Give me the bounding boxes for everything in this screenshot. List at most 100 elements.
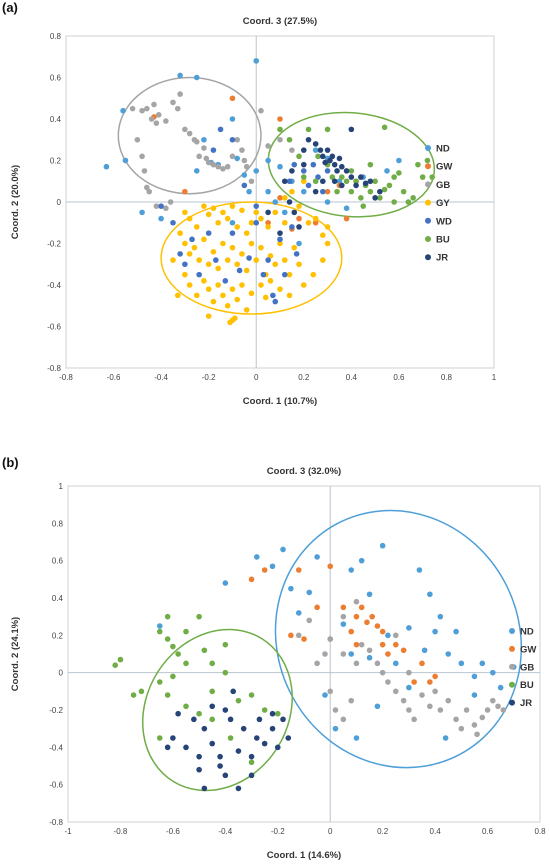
point-gb	[453, 716, 459, 723]
point-bu	[391, 199, 397, 205]
point-nd	[229, 116, 236, 122]
point-bu	[112, 662, 118, 668]
point-nd	[281, 209, 288, 216]
point-jr	[209, 740, 216, 747]
point-jr	[209, 703, 216, 710]
point-jr	[353, 182, 359, 189]
point-nd	[445, 651, 452, 657]
x-tick-label: 0.2	[298, 373, 310, 382]
point-bu	[274, 710, 281, 717]
legend-label-gy: GY	[436, 198, 450, 209]
point-bu	[424, 157, 431, 164]
x-tick-label: -1	[64, 827, 72, 836]
point-gb	[411, 716, 417, 723]
point-bu	[164, 692, 171, 698]
point-gb	[174, 105, 181, 112]
x-tick-label: 0	[254, 373, 259, 382]
point-gb	[332, 707, 339, 713]
point-nd	[122, 157, 129, 164]
legend-marker-gb	[425, 181, 431, 188]
point-jr	[300, 147, 307, 153]
point-jr	[274, 744, 281, 751]
point-bu	[196, 613, 202, 620]
point-gb	[374, 660, 381, 667]
point-gy	[281, 195, 288, 201]
point-nd	[374, 703, 381, 710]
legend-marker-jr	[425, 254, 431, 261]
point-bu	[410, 195, 416, 201]
point-nd	[358, 557, 365, 564]
y-axis-label: Coord. 2 (24.1%)	[10, 617, 21, 691]
point-jr	[281, 178, 288, 185]
point-bu	[261, 707, 268, 713]
point-jr	[286, 199, 293, 205]
y-tick-label: 0.2	[52, 631, 64, 640]
point-gy	[210, 249, 217, 255]
point-gy	[239, 251, 245, 257]
point-gy	[224, 215, 231, 222]
point-gy	[227, 319, 233, 326]
x-tick-label: 0.8	[441, 373, 453, 382]
plot-area	[67, 485, 541, 823]
point-bu	[400, 188, 407, 195]
point-nd	[193, 168, 200, 174]
point-gb	[144, 184, 150, 191]
point-gb	[353, 598, 360, 605]
point-gw	[369, 613, 375, 620]
point-nd	[343, 205, 350, 212]
y-tick-label: 0.6	[52, 557, 64, 566]
legend-label-wd: WD	[436, 216, 452, 227]
point-gw	[277, 195, 283, 201]
point-gb	[243, 163, 250, 170]
point-gw	[432, 673, 438, 680]
point-gb	[314, 660, 320, 667]
point-jr	[358, 174, 364, 180]
point-gy	[286, 292, 293, 299]
legend-label-gw: GW	[436, 162, 452, 173]
point-gb	[186, 130, 193, 137]
point-gb	[239, 147, 245, 153]
point-bu	[277, 126, 283, 133]
point-nd	[177, 72, 183, 79]
point-jr	[217, 753, 223, 760]
point-jr	[280, 716, 286, 723]
point-jr	[196, 753, 202, 760]
x-tick-label: 0.8	[534, 827, 546, 836]
point-wd	[158, 203, 164, 209]
point-wd	[196, 271, 202, 278]
point-nd	[312, 147, 319, 153]
point-jr	[348, 174, 355, 180]
ellipse-gy	[160, 201, 343, 315]
point-jr	[320, 178, 326, 185]
point-jr	[277, 230, 283, 236]
point-nd	[193, 74, 200, 81]
point-jr	[331, 161, 338, 168]
point-wd	[253, 203, 260, 209]
point-gw	[182, 188, 188, 195]
point-wd	[182, 261, 188, 268]
point-gy	[289, 188, 295, 195]
point-nd	[253, 168, 260, 174]
point-wd	[213, 257, 219, 263]
point-jr	[312, 188, 319, 195]
point-nd	[406, 625, 412, 631]
point-bu	[209, 688, 216, 695]
point-gw	[327, 563, 334, 570]
point-bu	[209, 660, 216, 667]
point-gy	[196, 257, 202, 263]
point-gy	[229, 244, 236, 251]
point-bu	[156, 628, 163, 635]
point-gb	[327, 688, 334, 695]
point-wd	[320, 188, 326, 195]
point-nd	[458, 660, 465, 667]
x-tick-label: -0.6	[107, 373, 121, 382]
point-gy	[186, 251, 193, 257]
point-gy	[201, 278, 207, 284]
point-gb	[229, 153, 236, 160]
point-gy	[296, 203, 302, 209]
legend-marker-gb	[509, 663, 515, 670]
point-gb	[167, 199, 174, 205]
point-bu	[334, 188, 340, 195]
point-nd	[442, 735, 449, 741]
point-nd	[222, 580, 229, 586]
